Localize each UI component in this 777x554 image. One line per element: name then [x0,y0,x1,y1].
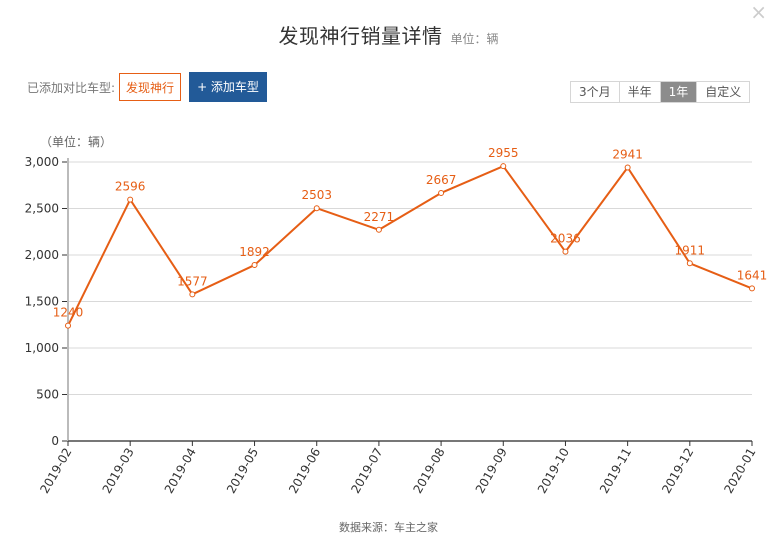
x-tick-label: 2019-02 [37,446,74,496]
data-label: 2271 [364,210,395,224]
data-point [375,226,382,233]
x-tick-label: 2019-04 [162,446,199,496]
x-tick-label: 2019-07 [348,446,385,496]
data-label: 2036 [550,232,581,246]
data-point [251,262,258,269]
data-point [127,196,134,203]
x-tick-label: 2019-09 [473,445,510,495]
data-label: 2941 [612,147,643,161]
title-bar: 发现神行销量详情 单位：辆 [0,20,777,49]
y-tick-label: 0 [51,434,59,448]
data-source: 数据来源：车主之家 [339,521,438,534]
range-3-months[interactable]: 3个月 [571,82,620,102]
x-tick-label: 2019-11 [597,446,634,496]
y-tick-label: 1,500 [25,295,59,309]
add-car-button[interactable]: + 添加车型 [189,72,267,102]
compared-car-tag[interactable]: 发现神行 [119,73,182,101]
data-label: 1892 [239,245,270,259]
data-point [65,322,71,329]
sales-line [67,165,753,327]
time-range-selector: 3个月 半年 1年 自定义 [570,81,751,103]
x-tick-label: 2019-12 [659,446,696,496]
y-tick-label: 2,000 [25,248,59,262]
data-point [749,285,755,292]
data-point [438,189,445,196]
page-title: 发现神行销量详情 [278,24,443,48]
unit-label: 单位：辆 [450,32,499,46]
y-axis-unit: （单位：辆） [40,135,113,149]
x-tick-label: 2019-08 [410,446,447,496]
data-label: 2503 [301,188,332,202]
y-tick-label: 2,500 [25,202,59,216]
data-label: 2955 [488,146,519,160]
range-custom[interactable]: 自定义 [697,82,750,102]
y-tick-label: 500 [36,388,59,402]
data-label: 1911 [675,243,706,257]
data-label: 1577 [177,274,208,288]
data-label: 1240 [53,306,84,320]
compare-row: 已添加对比车型: 发现神行 + 添加车型 [27,72,267,102]
data-point [500,163,507,170]
range-1-year[interactable]: 1年 [660,82,698,102]
data-point [562,248,569,255]
close-icon[interactable]: × [750,0,767,24]
x-tick-label: 2019-10 [535,446,572,496]
y-tick-label: 1,000 [25,341,59,355]
data-point [686,260,693,267]
x-tick-label: 2019-06 [286,446,323,496]
data-point [624,164,631,171]
x-tick-label: 2020-01 [721,446,758,496]
x-tick-label: 2019-03 [100,446,137,496]
data-label: 2667 [426,173,457,187]
data-point [189,291,196,298]
data-point [313,205,320,212]
x-tick-label: 2019-05 [224,446,261,496]
range-half-year[interactable]: 半年 [619,82,661,102]
y-tick-label: 3,000 [25,155,59,169]
compare-label: 已添加对比车型: [27,80,116,95]
data-label: 2596 [115,180,146,194]
data-label: 1641 [737,268,768,282]
